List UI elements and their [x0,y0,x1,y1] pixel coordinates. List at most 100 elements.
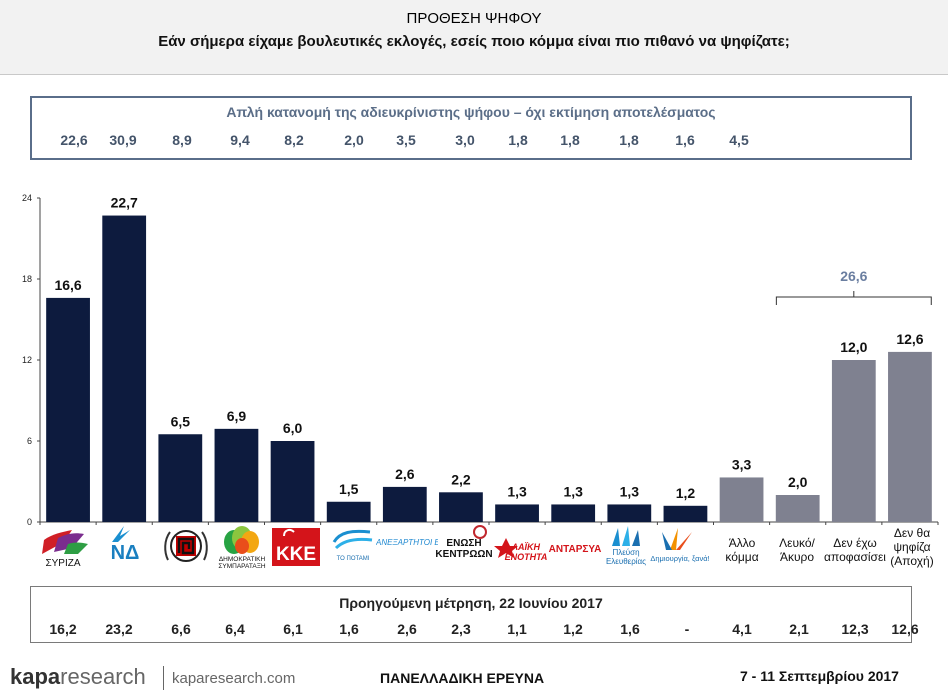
previous-value: 4,1 [732,621,752,637]
bar-value-label: 6,9 [227,408,247,424]
page-title: ΠΡΟΘΕΣΗ ΨΗΦΟΥ [406,10,542,27]
dimiourgia-logo: Δημιουργία, ξανά! [648,524,712,574]
dimsymp-label: ΔΗΜΟΚΡΑΤΙΚΗ ΣΥΜΠΑΡΑΤΑΞΗ [218,556,266,570]
bracket [775,291,932,305]
dimiourgia-rays-icon [662,528,692,550]
meander-emblem-icon [164,530,208,562]
bar-value-label: 2,0 [788,474,808,490]
survey-date: 7 - 11 Σεπτεμβρίου 2017 [740,668,899,684]
previous-value: 12,6 [891,621,919,637]
allo-label: Άλλο κόμμα [725,536,759,564]
bracket-label: 26,6 [840,268,867,284]
previous-value: 6,1 [283,621,303,637]
kke-label: ΚΚΕ [276,544,316,565]
y-tick-label: 6 [27,436,32,446]
allocation-value: 8,9 [172,132,192,148]
allocation-box: Απλή κατανομή της αδιευκρίνιστης ψήφου –… [30,96,912,160]
syriza-label: ΣΥΡΙΖΑ [45,558,81,569]
bar [214,428,259,522]
bar [831,360,876,522]
header: ΠΡΟΘΕΣΗ ΨΗΦΟΥ Εάν σήμερα είχαμε βουλευτι… [0,0,948,75]
previous-value: 2,6 [397,621,417,637]
previous-value: 1,1 [507,621,527,637]
previous-value: 2,1 [789,621,809,637]
website-link[interactable]: kaparesearch.com [172,670,296,687]
allocation-value: 4,5 [729,132,749,148]
y-tick-label: 12 [22,355,32,365]
potami-label: ΤΟ ΠΟΤΑΜΙ [336,556,370,562]
nd-label: ΝΔ [110,542,140,564]
bar [719,477,764,522]
y-tick-label: 0 [27,517,32,525]
allocation-value: 1,8 [619,132,639,148]
previous-value: 6,4 [225,621,245,637]
bar [607,504,652,522]
footer-divider [163,666,164,690]
previous-value: 6,6 [171,621,191,637]
allocation-value: 9,4 [230,132,250,148]
previous-value: 16,2 [49,621,77,637]
bar [46,297,90,522]
kke-hammer-sickle-icon: ΚΚΕ [272,528,320,566]
previous-value: 1,6 [620,621,640,637]
bar-value-label: 3,3 [732,456,752,472]
brand-bold: kapa [10,664,61,689]
bar [382,486,427,522]
previous-title: Προηγούμενη μέτρηση, 22 Ιουνίου 2017 [339,595,603,611]
allocation-value: 3,5 [396,132,416,148]
anel-logo: ΑΝΕΞΑΡΤΗΤΟΙ ΕΛΛΗΝΕΣ [376,524,438,574]
laiki-logo: ΛΑΪΚΗ ΕΝΟΤΗΤΑ [492,524,548,574]
bar-chart: 0 6 12 18 24 16,6 22,7 6,5 6,9 6,0 1,5 2,6 2,2 1,3 1,3… [22,193,939,525]
bar-value-label: 6,0 [283,420,303,436]
laiki-star-icon [494,538,518,558]
plefsi-logo: Πλεύση Ελευθερίας [602,524,650,574]
kapa-research-logo: kaparesearch [10,664,146,690]
den-tha-label-box: Δεν θα ψηφίζα (Αποχή) [884,524,940,576]
allocation-value: 8,2 [284,132,304,148]
allocation-value: 1,8 [508,132,528,148]
den-tha-label: Δεν θα ψηφίζα (Αποχή) [890,526,934,568]
allocation-title: Απλή κατανομή της αδιευκρίνιστης ψήφου –… [226,104,716,120]
potami-wave-icon [332,529,373,550]
bar-value-label: 12,0 [840,339,867,355]
bar [775,495,820,522]
survey-scope: ΠΑΝΕΛΛΑΔΙΚΗ ΕΡΕΥΝΑ [380,670,545,686]
syriza-logo: ΣΥΡΙΖΑ [34,524,92,574]
golden-dawn-logo [160,524,212,574]
allocation-value: 3,0 [455,132,475,148]
antarsya-label: ΑΝΤΑΡΣΥΑ [548,544,602,555]
anel-label: ΑΝΕΞΑΡΤΗΤΟΙ ΕΛΛΗΝΕΣ [376,538,438,547]
bar [102,215,147,523]
bar-value-label: 16,6 [54,277,81,293]
bar-value-label: 1,3 [563,483,583,499]
previous-value: 12,3 [841,621,869,637]
allocation-value: 2,0 [344,132,364,148]
previous-value: 23,2 [105,621,133,637]
plefsi-sails-icon [612,526,640,546]
bar-value-label: 12,6 [896,331,923,347]
bar [495,504,539,522]
bar [551,504,596,522]
allocation-value: 1,6 [675,132,695,148]
bar [326,501,371,522]
den-exo-label-box: Δεν έχω αποφασίσει [824,524,886,574]
previous-value: - [684,621,690,637]
enosi-logo: ΕΝΩΣΗ ΚΕΝΤΡΩΩΝ [434,524,494,574]
allo-label-box: Άλλο κόμμα [712,524,768,574]
dimiourgia-label: Δημιουργία, ξανά! [650,554,710,563]
page-subtitle: Εάν σήμερα είχαμε βουλευτικές εκλογές, ε… [158,33,790,50]
y-tick-label: 18 [22,274,32,284]
dimsymp-leaves-icon [224,526,259,554]
bar [158,434,203,522]
lefko-label-box: Λευκό/ Άκυρο [768,524,826,574]
enosi-star-icon [473,525,487,539]
antarsya-logo: ΑΝΤΑΡΣΥΑ [548,524,602,574]
footer: kaparesearch kaparesearch.com ΠΑΝΕΛΛΑΔΙΚ… [0,660,952,699]
potami-logo: ΤΟ ΠΟΤΑΜΙ [330,524,376,574]
previous-value: 1,6 [339,621,359,637]
allocation-value: 22,6 [60,132,88,148]
previous-value: 2,3 [451,621,471,637]
bar-value-label: 1,2 [676,485,696,501]
bar [270,441,315,522]
den-exo-label: Δεν έχω αποφασίσει [824,536,886,564]
